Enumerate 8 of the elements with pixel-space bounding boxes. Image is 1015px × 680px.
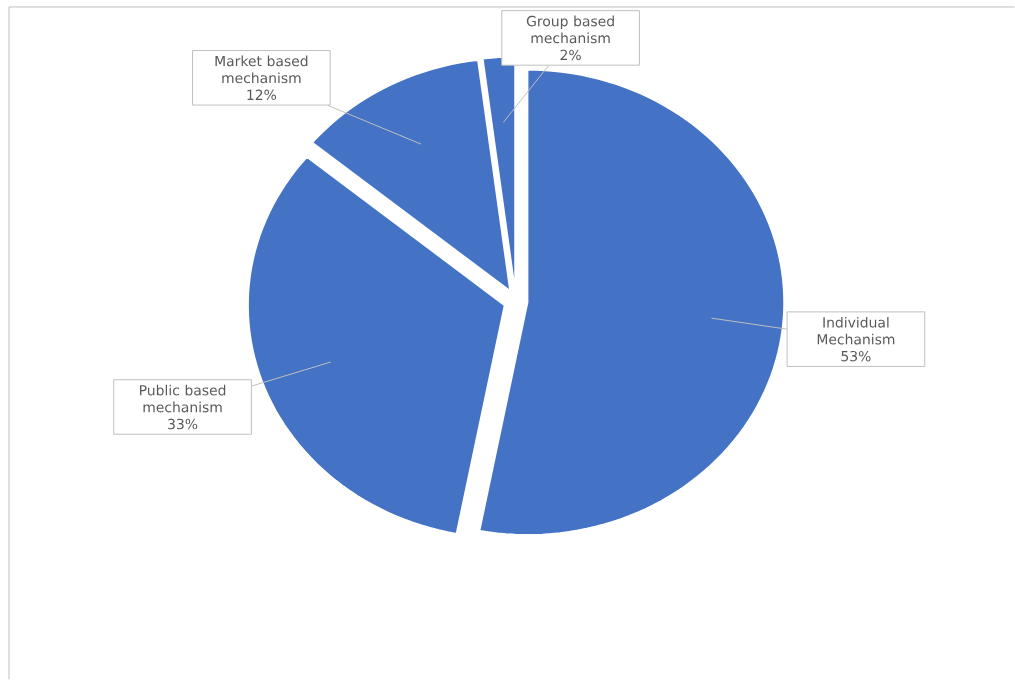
slice-label: Group based mechanism [526,15,614,44]
data-label: 53% [841,350,871,362]
slice-label: Public based mechanism [140,384,226,413]
data-label: 12% [247,89,277,101]
data-label: 33% [168,418,198,430]
data-label: 2% [560,49,581,61]
slice-label: Market based mechanism [215,55,308,84]
slice-label: Individual Mechanism [817,316,895,345]
